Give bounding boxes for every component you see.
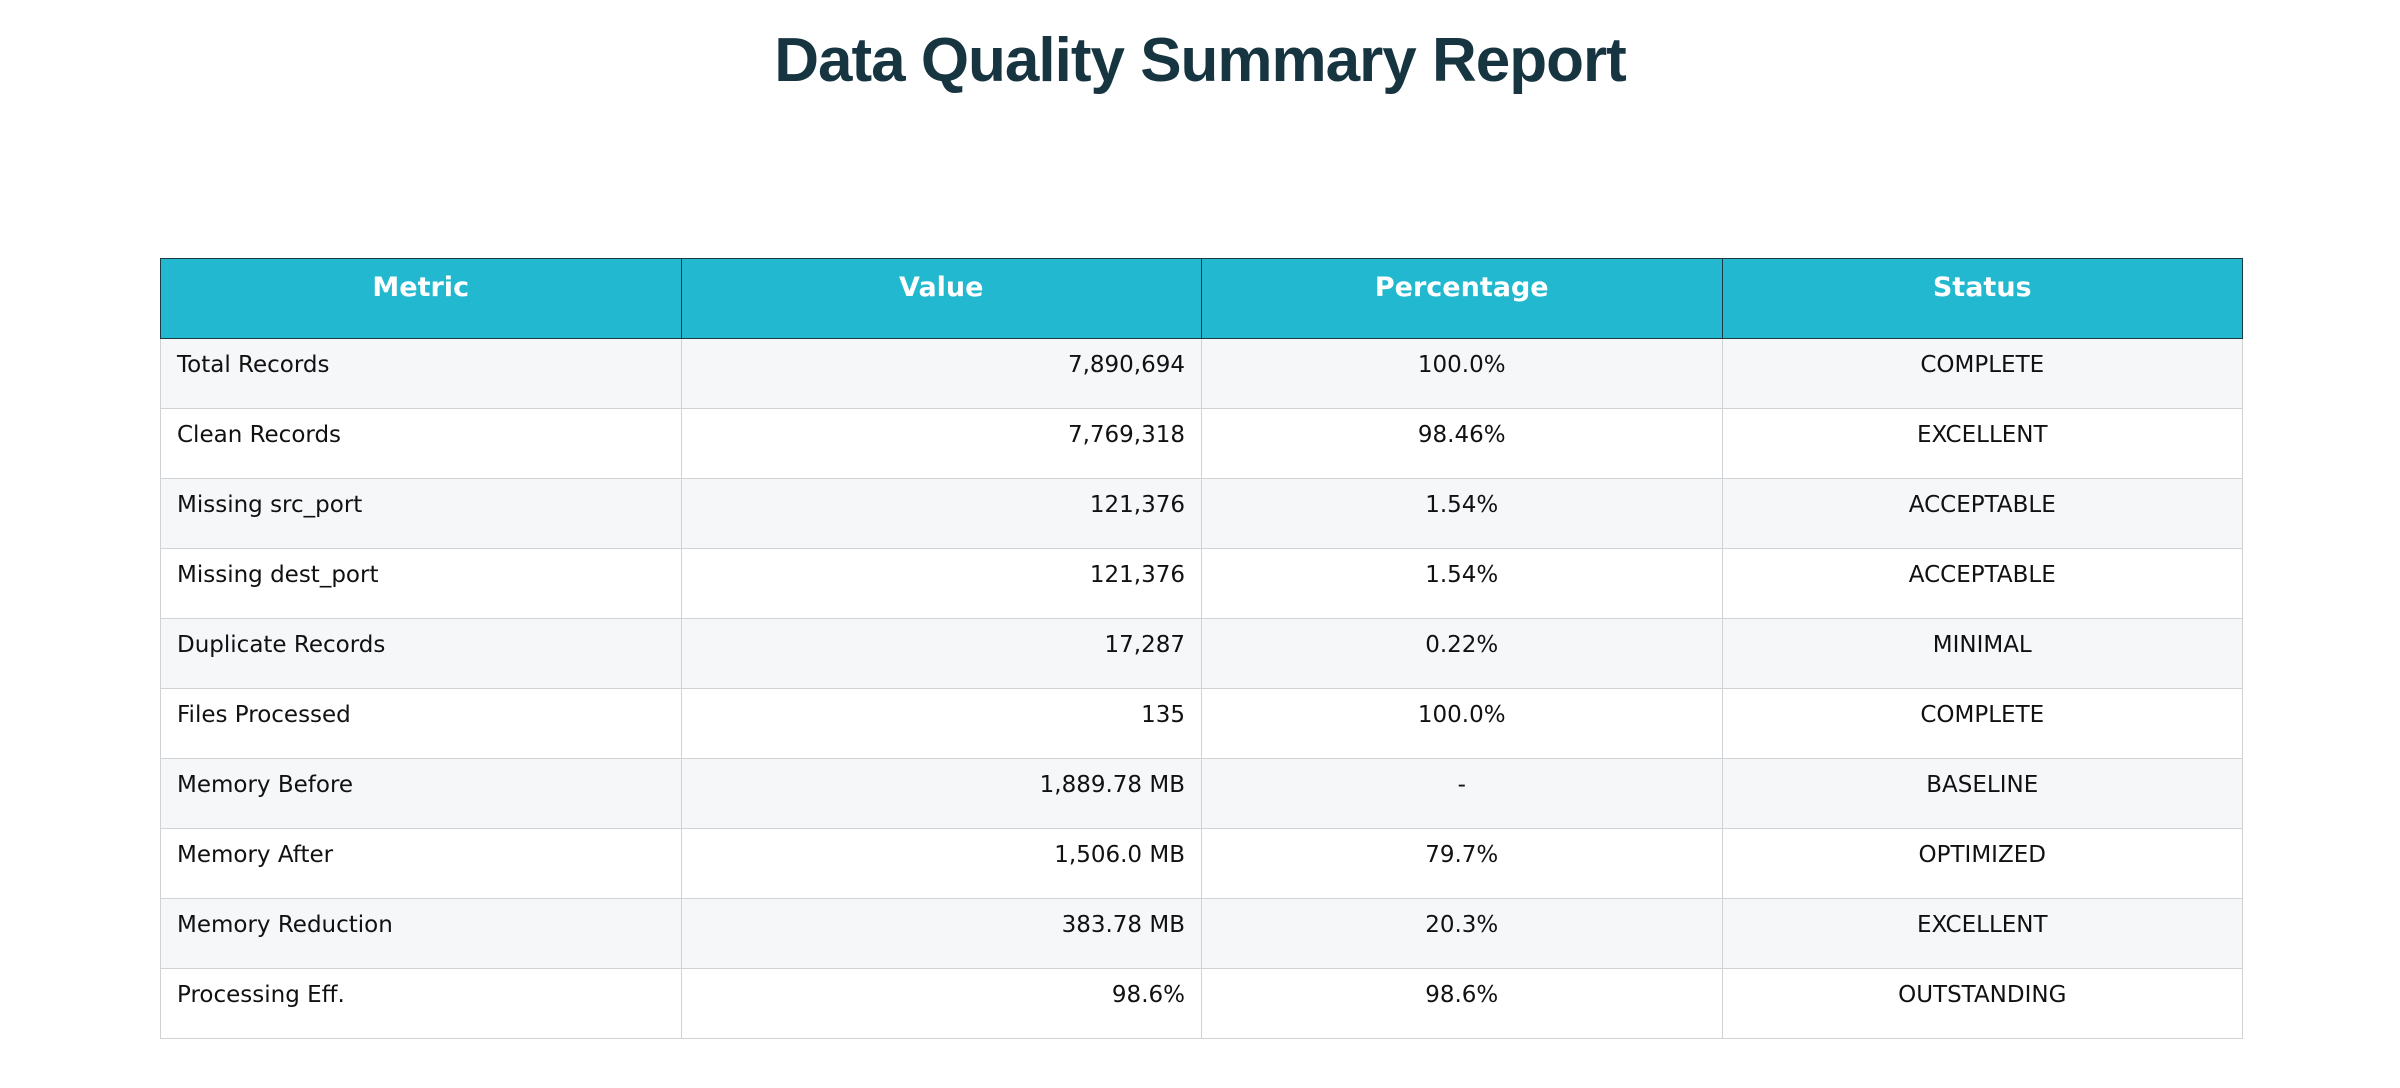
status-cell: BASELINE — [1721, 758, 2243, 829]
metric-cell: Memory Reduction — [160, 898, 682, 969]
table-row: Memory Reduction 383.78 MB 20.3% EXCELLE… — [160, 898, 2243, 969]
value-cell: 135 — [680, 688, 1202, 759]
table-row: Total Records 7,890,694 100.0% COMPLETE — [160, 338, 2243, 409]
metric-cell: Memory Before — [160, 758, 682, 829]
value-cell: 17,287 — [680, 618, 1202, 689]
value-cell: 7,890,694 — [680, 338, 1202, 409]
percentage-cell: 20.3% — [1201, 898, 1723, 969]
table-row: Clean Records 7,769,318 98.46% EXCELLENT — [160, 408, 2243, 479]
table-row: Memory After 1,506.0 MB 79.7% OPTIMIZED — [160, 828, 2243, 899]
metric-cell: Missing dest_port — [160, 548, 682, 619]
metric-cell: Duplicate Records — [160, 618, 682, 689]
report-title: Data Quality Summary Report — [774, 26, 1627, 95]
metric-cell: Total Records — [160, 338, 682, 409]
value-cell: 121,376 — [680, 548, 1202, 619]
percentage-cell: 1.54% — [1201, 478, 1723, 549]
table-row: Processing Eff. 98.6% 98.6% OUTSTANDING — [160, 968, 2243, 1039]
value-cell: 121,376 — [680, 478, 1202, 549]
table-row: Missing src_port 121,376 1.54% ACCEPTABL… — [160, 478, 2243, 549]
status-cell: OPTIMIZED — [1721, 828, 2243, 899]
value-cell: 98.6% — [680, 968, 1202, 1039]
column-header-percentage: Percentage — [1201, 258, 1723, 339]
metric-cell: Missing src_port — [160, 478, 682, 549]
percentage-cell: 98.6% — [1201, 968, 1723, 1039]
column-header-metric: Metric — [160, 258, 682, 339]
status-cell: EXCELLENT — [1721, 408, 2243, 479]
status-cell: COMPLETE — [1721, 338, 2243, 409]
percentage-cell: 100.0% — [1201, 688, 1723, 759]
percentage-cell: - — [1201, 758, 1723, 829]
table-row: Missing dest_port 121,376 1.54% ACCEPTAB… — [160, 548, 2243, 619]
summary-table: Metric Value Percentage Status Total Rec… — [160, 258, 2243, 1039]
value-cell: 1,889.78 MB — [680, 758, 1202, 829]
value-cell: 1,506.0 MB — [680, 828, 1202, 899]
table-row: Files Processed 135 100.0% COMPLETE — [160, 688, 2243, 759]
table-row: Memory Before 1,889.78 MB - BASELINE — [160, 758, 2243, 829]
status-cell: ACCEPTABLE — [1721, 478, 2243, 549]
metric-cell: Memory After — [160, 828, 682, 899]
value-cell: 7,769,318 — [680, 408, 1202, 479]
value-cell: 383.78 MB — [680, 898, 1202, 969]
status-cell: MINIMAL — [1721, 618, 2243, 689]
percentage-cell: 79.7% — [1201, 828, 1723, 899]
status-cell: COMPLETE — [1721, 688, 2243, 759]
percentage-cell: 0.22% — [1201, 618, 1723, 689]
table-header-row: Metric Value Percentage Status — [160, 258, 2243, 339]
percentage-cell: 100.0% — [1201, 338, 1723, 409]
status-cell: EXCELLENT — [1721, 898, 2243, 969]
table-row: Duplicate Records 17,287 0.22% MINIMAL — [160, 618, 2243, 689]
metric-cell: Files Processed — [160, 688, 682, 759]
metric-cell: Clean Records — [160, 408, 682, 479]
column-header-value: Value — [680, 258, 1202, 339]
percentage-cell: 98.46% — [1201, 408, 1723, 479]
metric-cell: Processing Eff. — [160, 968, 682, 1039]
percentage-cell: 1.54% — [1201, 548, 1723, 619]
status-cell: OUTSTANDING — [1721, 968, 2243, 1039]
column-header-status: Status — [1721, 258, 2243, 339]
status-cell: ACCEPTABLE — [1721, 548, 2243, 619]
